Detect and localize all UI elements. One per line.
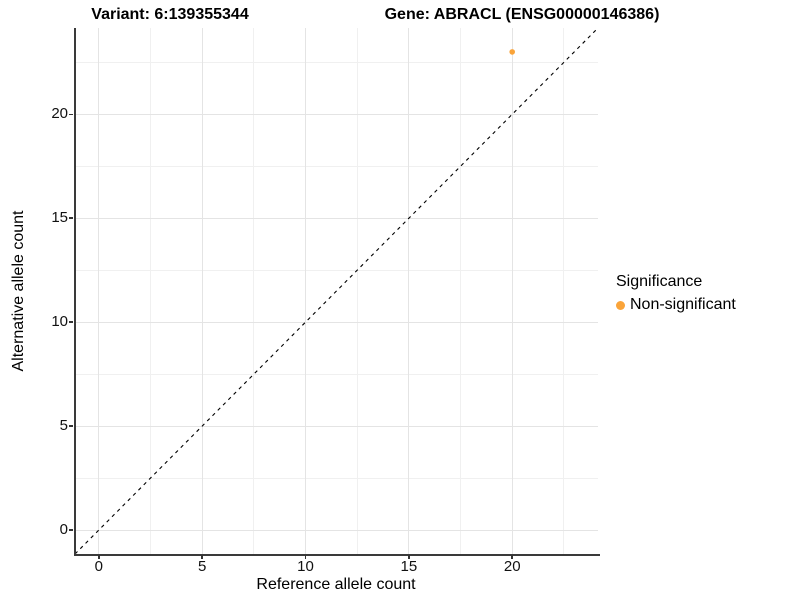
gridline-x-major [201,28,203,554]
gridline-x-major [98,28,100,554]
y-tick-mark [69,113,73,116]
y-tick-label: 10 [51,313,68,331]
y-tick-label: 15 [51,209,68,227]
data-layer [74,27,599,555]
gridline-y-minor [75,61,598,63]
y-axis-line [73,28,76,556]
data-point [509,49,516,55]
x-tick-mark [408,555,410,559]
x-tick-mark [511,555,513,559]
x-tick-mark [201,555,203,559]
y-tick-label: 5 [59,417,68,435]
variant-title: Variant: 6:139355344 [91,6,249,23]
y-tick-mark [69,529,73,531]
gridline-x-minor [149,28,151,554]
gridline-y-minor [75,373,598,375]
legend-item: Non-significant [616,296,736,314]
y-tick-label: 0 [59,521,68,539]
gridline-x-major [304,28,306,554]
legend: Significance Non-significant [616,273,736,314]
gridline-y-major [75,529,598,531]
y-axis-title: Alternative allele count [10,210,27,372]
y-tick-mark [69,321,73,323]
x-tick-label: 5 [197,558,207,575]
x-tick-label: 0 [94,558,103,575]
legend-items: Non-significant [616,296,736,314]
gridline-y-major [75,321,598,323]
y-tick-mark [69,217,73,219]
gridline-y-minor [75,165,598,167]
gridline-y-minor [75,477,598,479]
x-axis-title: Reference allele count [256,576,416,593]
gridline-x-minor [563,28,565,554]
plot-panel [74,27,599,555]
gridline-y-major [75,217,598,219]
gridline-y-major [75,425,598,427]
gridline-x-minor [460,28,462,554]
gridline-y-minor [75,269,598,271]
gridline-x-major [408,28,410,554]
gridline-y-major [75,113,598,115]
x-tick-label: 15 [400,558,418,575]
y-tick-label: 20 [51,105,68,123]
x-tick-mark [304,555,307,559]
y-tick-mark [69,425,73,427]
gridline-x-major [511,28,513,554]
gridline-x-minor [253,28,255,554]
gene-title: Gene: ABRACL (ENSG00000146386) [384,6,660,23]
identity-line [74,27,599,555]
legend-title: Significance [616,273,703,290]
x-axis-line [73,553,600,556]
legend-point-swatch [616,300,625,310]
gridline-x-minor [356,28,358,554]
x-tick-mark [98,555,100,559]
x-tick-label: 20 [503,558,521,575]
x-tick-label: 10 [297,558,314,575]
legend-item-label: Non-significant [630,296,736,313]
